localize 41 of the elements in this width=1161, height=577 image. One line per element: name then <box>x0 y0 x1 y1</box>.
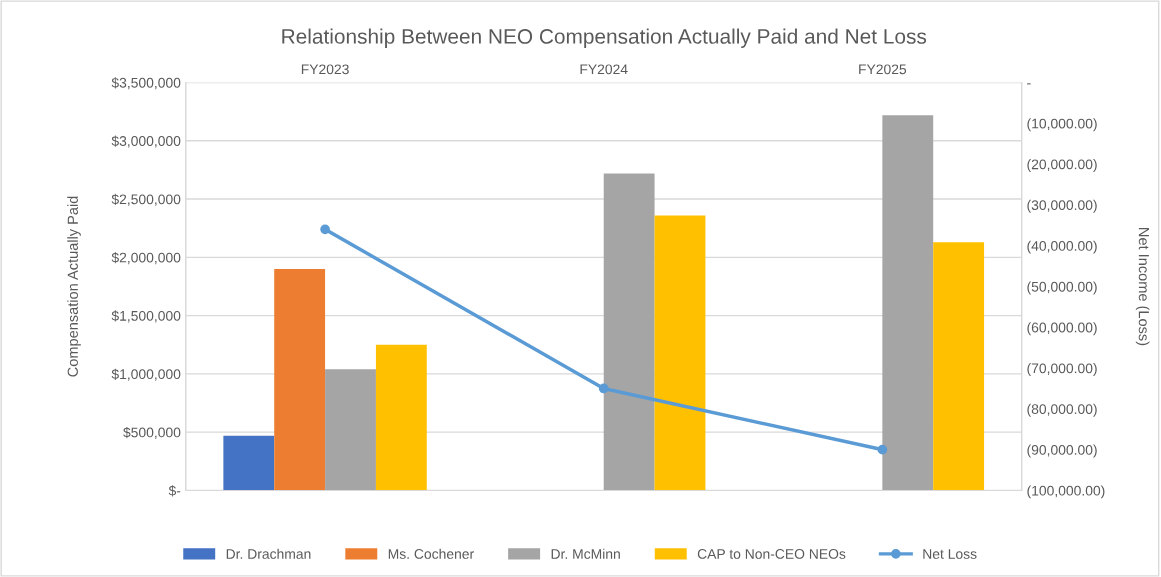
y-tick-label: $3,000,000 <box>111 135 181 148</box>
y2-tick-label: - <box>1027 83 1031 85</box>
bar <box>375 344 427 491</box>
chart-title: Relationship Between NEO Compensation Actually Paid and Net Loss <box>282 28 927 48</box>
legend-label: Ms. Cochener <box>388 548 474 559</box>
point <box>598 383 609 394</box>
y-tick-label: $- <box>168 485 181 497</box>
point <box>877 444 888 455</box>
bar <box>274 269 326 491</box>
bar <box>325 369 376 491</box>
y2-tick-label: (30,000.00) <box>1027 199 1097 213</box>
y-tick-label: $1,500,000 <box>111 310 181 323</box>
legend-label: Net Loss <box>923 549 977 559</box>
point <box>320 224 330 235</box>
y-tick-label: $1,000,000 <box>111 368 181 381</box>
x-tick-label: FY2025 <box>859 64 907 75</box>
y2-tick-label: (60,000.00) <box>1027 322 1097 336</box>
y-tick-label: $2,000,000 <box>111 252 181 265</box>
y2-tick-label: (70,000.00) <box>1027 363 1097 376</box>
y2-tick-label: (20,000.00) <box>1027 159 1097 173</box>
y-tick-label: $3,500,000 <box>111 77 181 90</box>
x-tick-label: FY2023 <box>301 64 349 75</box>
legend-label: Dr. McMinn <box>551 548 620 559</box>
bar <box>223 435 275 491</box>
y2-tick-label: (90,000.00) <box>1027 444 1097 458</box>
y2-tick-label: (40,000.00) <box>1027 240 1097 254</box>
bar <box>933 242 985 491</box>
bar <box>882 115 934 491</box>
y2-tick-label: (50,000.00) <box>1027 281 1097 295</box>
bar <box>654 215 706 491</box>
y-tick-label: $2,500,000 <box>111 193 181 206</box>
bar <box>603 173 655 491</box>
legend-label: Dr. Drachman <box>226 548 311 559</box>
x-tick-label: FY2024 <box>580 64 628 75</box>
legend-label: CAP to Non-CEO NEOs <box>697 549 846 559</box>
y2-tick-label: (100,000.00) <box>1027 485 1105 499</box>
y2-tick-label: (80,000.00) <box>1027 403 1097 417</box>
y-axis-title: Compensation Actually Paid <box>67 196 81 377</box>
y2-axis-title: Net Income (Loss) <box>1135 228 1150 346</box>
y2-tick-label: (10,000.00) <box>1027 118 1097 132</box>
y-tick-label: $500,000 <box>123 426 181 439</box>
